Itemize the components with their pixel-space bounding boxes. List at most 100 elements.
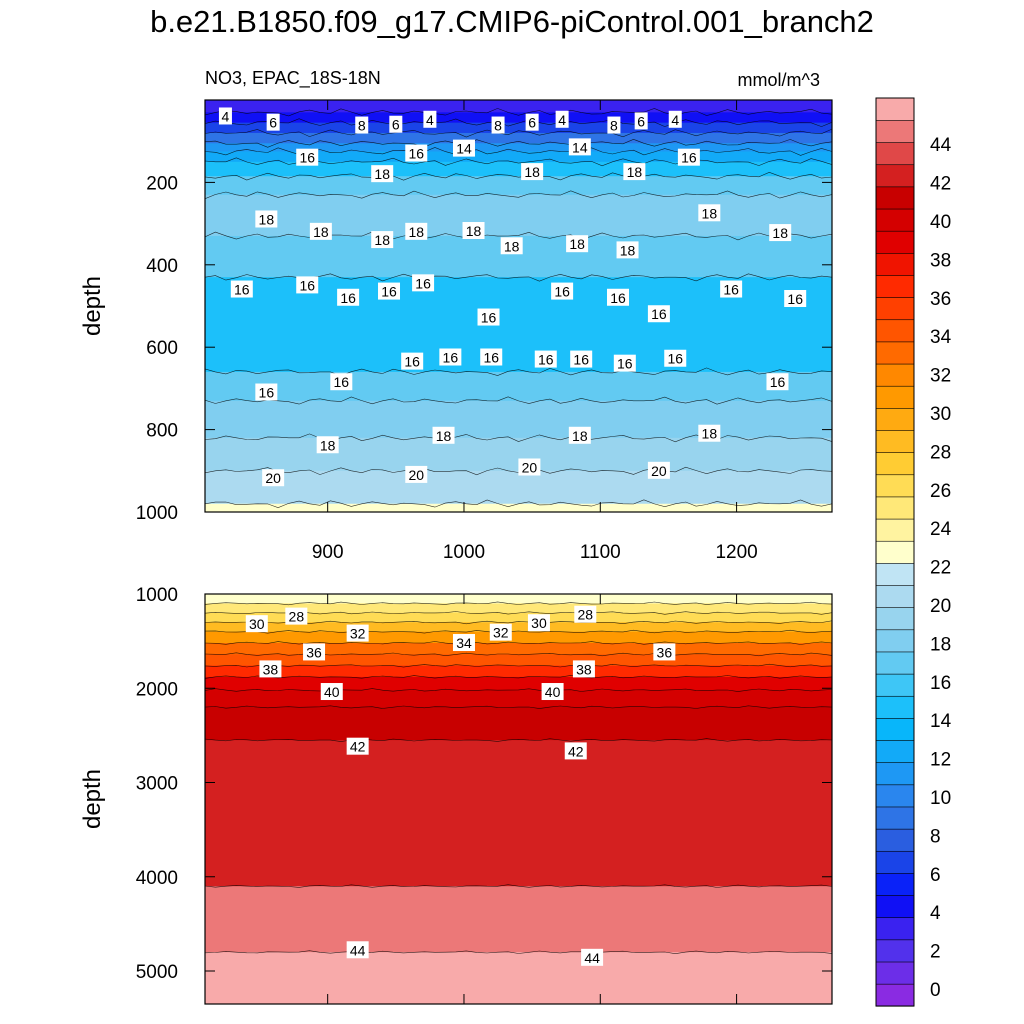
bottom-contour-labels: 30 28 32 36 38 40 34 32 30 28 36 38 40 42 42 44 44: [245, 605, 676, 966]
top-contour-label-42: 16: [483, 350, 499, 366]
colorbar-swatch-19: [875, 562, 915, 586]
top-contour-label-bg-14: [405, 144, 428, 162]
top-contour-label-1: 6: [269, 115, 277, 131]
top-contour-label-37: 16: [651, 306, 667, 322]
top-contour-label-bg-21: [309, 222, 332, 240]
bottom-band-4: [205, 631, 832, 644]
colorbar-swatch-31: [875, 297, 915, 321]
top-band-7: [205, 176, 832, 196]
colorbar-label-8: 16: [930, 673, 951, 694]
top-contour-line-7: [205, 171, 832, 181]
top-contour-label-bg-10: [668, 110, 682, 128]
bottom-y-axis-label: depth: [79, 769, 106, 829]
colorbar-swatch-23: [875, 474, 915, 498]
top-contour-label-bg-24: [462, 222, 485, 240]
top-contour-label-20: 18: [702, 205, 718, 221]
top-contour-label-bg-36: [607, 288, 630, 306]
top-xtick-label-3: 1200: [715, 542, 757, 563]
colorbar-swatch-17: [875, 607, 915, 631]
top-xtick-label-2: 1100: [580, 542, 621, 563]
bottom-band-2: [205, 612, 832, 623]
top-contour-label-bg-9: [634, 112, 648, 130]
top-contour-label-8: 8: [610, 118, 618, 134]
top-contour-line-9: [205, 231, 832, 241]
bottom-band-7: [205, 665, 832, 678]
top-contour-label-55: 20: [408, 467, 424, 483]
bottom-band-3: [205, 622, 832, 633]
bottom-contour-label-bg-1: [285, 607, 308, 625]
bottom-contour-line-3: [205, 620, 832, 625]
colorbar-swatch-16: [875, 629, 915, 653]
bottom-contour-label-12: 40: [545, 684, 561, 700]
bottom-contour-label-bg-14: [564, 742, 587, 760]
bottom-contour-label-bg-4: [259, 660, 282, 678]
bottom-contour-line-2: [205, 611, 832, 615]
colorbar-swatch-24: [875, 452, 915, 476]
top-contour-label-bg-27: [616, 241, 639, 259]
colorbar-swatch-9: [875, 784, 915, 808]
top-contour-label-38: 16: [723, 282, 739, 298]
top-contour-label-bg-55: [405, 465, 428, 483]
top-contour-label-46: 16: [667, 351, 683, 367]
top-contour-label-bg-26: [566, 235, 589, 253]
top-band-6: [205, 161, 832, 177]
top-contour-line-15: [205, 499, 832, 509]
top-contour-label-bg-5: [491, 116, 505, 134]
bottom-contour-line-12: [205, 884, 832, 888]
top-contour-label-41: 16: [443, 350, 459, 366]
top-contour-line-3: [205, 128, 832, 138]
colorbar-swatch-28: [875, 363, 915, 387]
top-contour-label-28: 18: [772, 225, 788, 241]
top-contour-label-50: 18: [320, 437, 336, 453]
top-contour-label-27: 18: [620, 242, 636, 258]
bottom-contour-label-7: 32: [493, 625, 509, 641]
top-contour-label-40: 16: [404, 354, 420, 370]
bottom-band-13: [205, 952, 832, 1004]
top-contour-label-48: 16: [334, 374, 350, 390]
bottom-contour-label-16: 44: [584, 950, 600, 966]
bottom-band-8: [205, 676, 832, 691]
top-contour-label-15: 16: [681, 150, 697, 166]
top-contour-line-2: [205, 118, 832, 127]
top-contour-label-bg-30: [296, 276, 319, 294]
top-contour-label-9: 6: [637, 113, 645, 129]
top-contour-label-bg-11: [452, 139, 475, 157]
colorbar-swatch-21: [875, 518, 915, 542]
colorbar-label-20: 40: [930, 212, 951, 233]
top-band-4: [205, 143, 832, 153]
bottom-contour-label-14: 42: [568, 743, 584, 759]
top-plot-frame: [204, 99, 833, 513]
bottom-contour-label-11: 38: [576, 661, 592, 677]
top-contour-label-bg-57: [647, 461, 670, 479]
colorbar-label-21: 42: [930, 174, 951, 195]
top-contour-label-bg-13: [296, 148, 319, 166]
bottom-band-6: [205, 654, 832, 667]
top-contour-label-5: 8: [494, 118, 502, 134]
bottom-contour-label-8: 30: [531, 615, 547, 631]
colorbar-swatch-6: [875, 850, 915, 874]
bottom-contour-label-bg-13: [346, 737, 369, 755]
colorbar-swatch-14: [875, 673, 915, 697]
top-contour-label-13: 16: [299, 150, 315, 166]
bottom-contour-label-0: 30: [249, 616, 265, 632]
bottom-contour-label-bg-15: [346, 941, 369, 959]
colorbar-swatch-30: [875, 319, 915, 343]
top-contour-label-43: 16: [538, 352, 554, 368]
top-contour-line-12: [205, 396, 832, 405]
top-contour-label-bg-38: [720, 280, 743, 298]
top-contour-label-10: 4: [671, 112, 679, 128]
top-contour-label-6: 6: [528, 115, 536, 131]
top-contour-label-bg-22: [371, 231, 394, 249]
top-contour-label-bg-56: [518, 458, 541, 476]
top-contour-label-bg-48: [330, 373, 353, 391]
top-band-11: [205, 371, 832, 402]
bottom-band-1: [205, 603, 832, 614]
top-contour-label-bg-39: [784, 289, 807, 307]
top-contour-label-31: 16: [340, 290, 356, 306]
bottom-contour-label-5: 40: [324, 684, 340, 700]
top-contour-label-12: 14: [572, 139, 588, 155]
figure-title: b.e21.B1850.f09_g17.CMIP6-piControl.001_…: [150, 4, 874, 39]
top-contour-label-bg-37: [647, 305, 670, 323]
top-contour-labels: 4 6 8 6 4 8 6 4 8 6 4 14 14 16 16 16 18 18 18 18 18 18 18 18 18 1…: [218, 107, 807, 487]
top-contour-label-bg-50: [316, 436, 339, 454]
